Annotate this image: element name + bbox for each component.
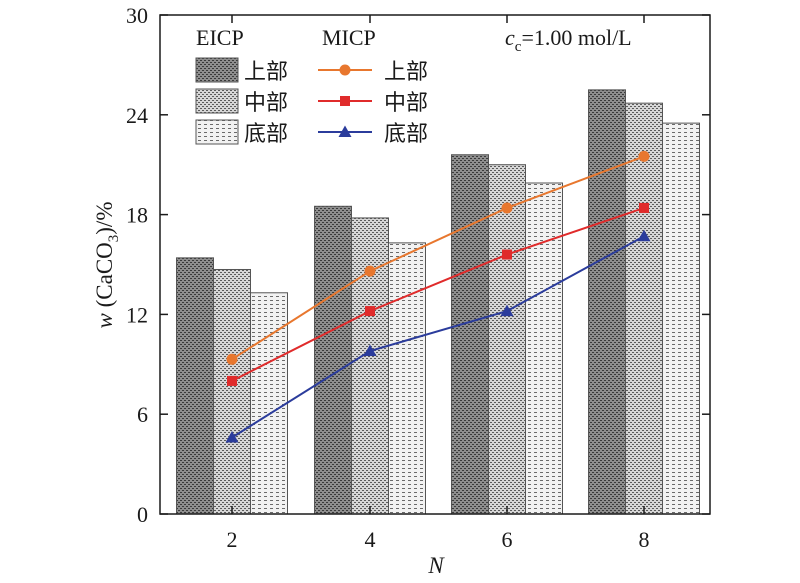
micp-point-middle-8: [639, 202, 649, 213]
micp-point-bottom-8: [637, 229, 651, 242]
y-tick-label-24: 24: [126, 103, 148, 128]
x-tick-label-4: 4: [365, 527, 376, 552]
legend-label-eicp-middle: 中部: [244, 91, 288, 116]
lines-layer: [225, 150, 651, 443]
legend-marker-micp-bottom: [338, 125, 352, 137]
bar-middle-6: [488, 164, 526, 515]
micp-point-middle-4: [365, 306, 375, 317]
plot-frame: [159, 14, 711, 515]
x-tick-label-2: 2: [227, 527, 238, 552]
y-axis-title: w (CaCO3)/%: [92, 202, 122, 329]
legend-swatch-eicp-bottom: [195, 119, 239, 145]
bars-layer: [176, 89, 700, 515]
bar-middle-4: [351, 217, 389, 515]
legend-swatch-eicp-top: [195, 57, 239, 83]
micp-point-bottom-2: [225, 430, 239, 443]
micp-point-top-6: [501, 202, 513, 214]
bar-bottom-2: [250, 292, 288, 515]
legend-label-eicp-bottom: 底部: [244, 122, 288, 147]
x-tick-label-6: 6: [502, 527, 513, 552]
bar-top-6: [451, 154, 489, 515]
micp-line-middle: [231, 206, 645, 382]
y-tick-label-0: 0: [137, 502, 148, 527]
y-tick-label-30: 30: [126, 3, 148, 28]
legend-label-micp-top: 上部: [384, 60, 428, 85]
legend-label-micp-middle: 中部: [384, 91, 428, 116]
micp-line-top: [231, 155, 645, 361]
bar-bottom-6: [525, 182, 563, 515]
micp-point-top-4: [364, 265, 376, 277]
legend-header-eicp: EICP: [196, 25, 244, 50]
bar-top-8: [588, 89, 626, 515]
micp-point-middle-2: [227, 375, 237, 386]
micp-point-bottom-4: [363, 344, 377, 356]
micp-point-bottom-6: [500, 304, 514, 317]
micp-point-middle-6: [502, 249, 512, 260]
bar-top-4: [314, 205, 352, 515]
condition-annotation: cc=1.00 mol/L: [505, 25, 632, 55]
x-axis-title: N: [427, 553, 445, 578]
y-tick-label-12: 12: [126, 302, 148, 327]
y-tick-label-6: 6: [137, 402, 148, 427]
legend-label-eicp-top: 上部: [244, 60, 288, 85]
legend-swatch-eicp-middle: [195, 88, 239, 114]
bar-middle-2: [213, 268, 251, 515]
bar-middle-8: [625, 102, 663, 515]
legend-label-micp-bottom: 底部: [384, 122, 428, 147]
micp-point-top-2: [226, 353, 238, 365]
legend-marker-micp-top: [339, 64, 351, 76]
y-tick-label-18: 18: [126, 203, 148, 228]
legend-marker-micp-middle: [340, 96, 350, 106]
x-tick-label-8: 8: [639, 527, 650, 552]
bar-top-2: [176, 257, 214, 515]
micp-line-bottom: [231, 235, 645, 439]
legend-header-micp: MICP: [322, 25, 376, 50]
micp-point-top-8: [638, 150, 650, 162]
bar-bottom-8: [662, 122, 700, 515]
bar-bottom-4: [388, 242, 426, 515]
